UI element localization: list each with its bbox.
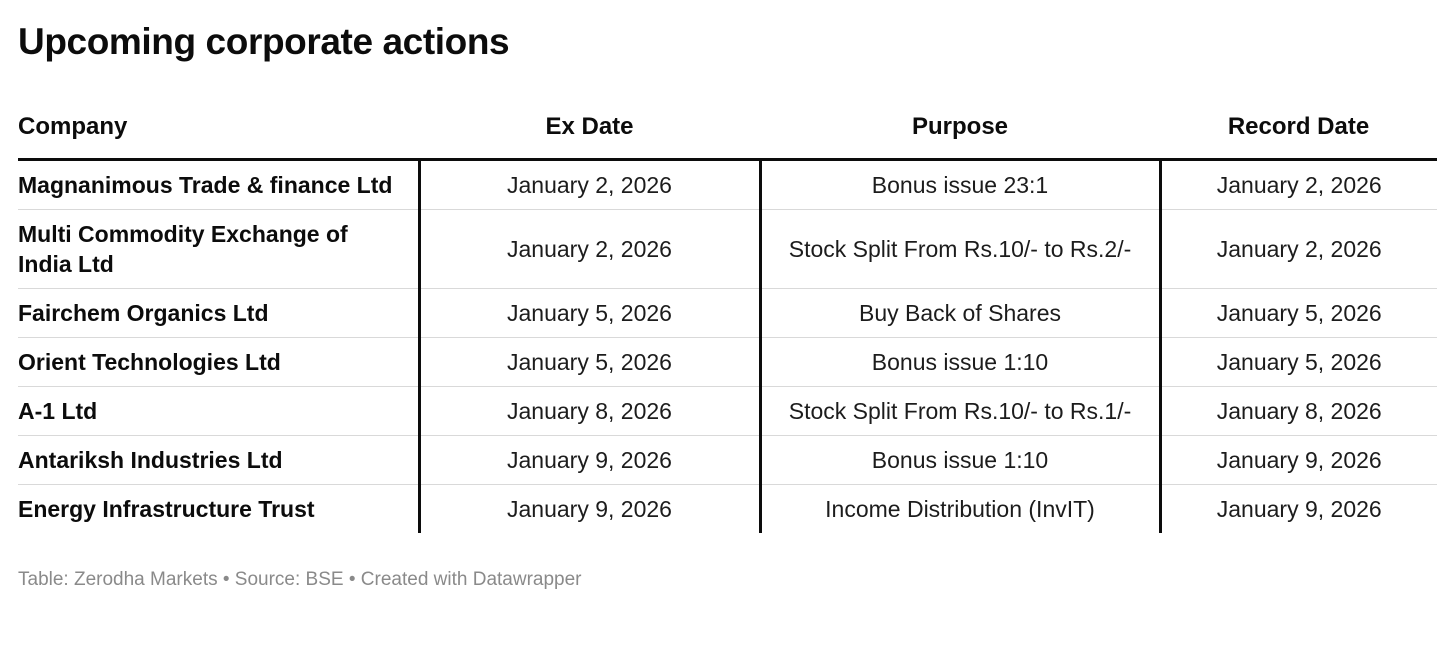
purpose-cell: Income Distribution (InvIT) <box>758 484 1160 534</box>
company-cell: Energy Infrastructure Trust <box>18 484 419 534</box>
ex-date-cell: January 8, 2026 <box>417 386 760 436</box>
record-date-cell: January 5, 2026 <box>1158 337 1437 387</box>
table-body: Magnanimous Trade & finance Ltd January … <box>18 159 1437 534</box>
table-row: Magnanimous Trade & finance Ltd January … <box>18 159 1437 210</box>
ex-date-cell: January 5, 2026 <box>417 337 760 387</box>
page-title: Upcoming corporate actions <box>18 21 510 62</box>
ex-date-cell: January 5, 2026 <box>417 288 760 338</box>
purpose-cell: Buy Back of Shares <box>758 288 1160 338</box>
attribution-footer: Table: Zerodha Markets • Source: BSE • C… <box>18 569 582 591</box>
ex-date-cell: January 9, 2026 <box>417 435 760 485</box>
table-row: Antariksh Industries Ltd January 9, 2026… <box>18 435 1437 485</box>
company-cell: Orient Technologies Ltd <box>18 337 419 387</box>
column-header-ex-date: Ex Date <box>419 113 760 162</box>
company-cell: Multi Commodity Exchange of India Ltd <box>18 209 419 289</box>
corporate-actions-table: Company Ex Date Purpose Record Date Magn… <box>18 113 1437 534</box>
ex-date-cell: January 2, 2026 <box>417 209 760 289</box>
record-date-cell: January 9, 2026 <box>1158 484 1437 534</box>
record-date-cell: January 9, 2026 <box>1158 435 1437 485</box>
page: Upcoming corporate actions Company Ex Da… <box>18 21 1437 591</box>
ex-date-cell: January 2, 2026 <box>417 159 760 210</box>
record-date-cell: January 8, 2026 <box>1158 386 1437 436</box>
company-cell: Magnanimous Trade & finance Ltd <box>18 172 393 199</box>
company-cell: Antariksh Industries Ltd <box>18 435 419 485</box>
purpose-cell: Stock Split From Rs.10/- to Rs.1/- <box>758 386 1160 436</box>
record-date-cell: January 2, 2026 <box>1158 209 1437 289</box>
table-row: Multi Commodity Exchange of India Ltd Ja… <box>18 209 1437 289</box>
header-row: Company Ex Date Purpose Record Date <box>18 113 1437 162</box>
purpose-cell: Bonus issue 1:10 <box>758 337 1160 387</box>
column-header-company: Company <box>18 113 419 162</box>
table-row: Orient Technologies Ltd January 5, 2026 … <box>18 337 1437 387</box>
company-cell: A-1 Ltd <box>18 386 419 436</box>
company-cell: Fairchem Organics Ltd <box>18 288 419 338</box>
table-row: Energy Infrastructure Trust January 9, 2… <box>18 484 1437 534</box>
purpose-cell: Stock Split From Rs.10/- to Rs.2/- <box>758 209 1160 289</box>
table-header: Company Ex Date Purpose Record Date <box>18 113 1437 162</box>
table-row: Fairchem Organics Ltd January 5, 2026 Bu… <box>18 288 1437 338</box>
record-date-cell: January 2, 2026 <box>1158 159 1437 210</box>
table-row: A-1 Ltd January 8, 2026 Stock Split From… <box>18 386 1437 436</box>
purpose-cell: Bonus issue 1:10 <box>758 435 1160 485</box>
record-date-cell: January 5, 2026 <box>1158 288 1437 338</box>
column-header-purpose: Purpose <box>760 113 1160 162</box>
ex-date-cell: January 9, 2026 <box>417 484 760 534</box>
purpose-cell: Bonus issue 23:1 <box>758 159 1160 210</box>
column-header-record-date: Record Date <box>1160 113 1437 162</box>
